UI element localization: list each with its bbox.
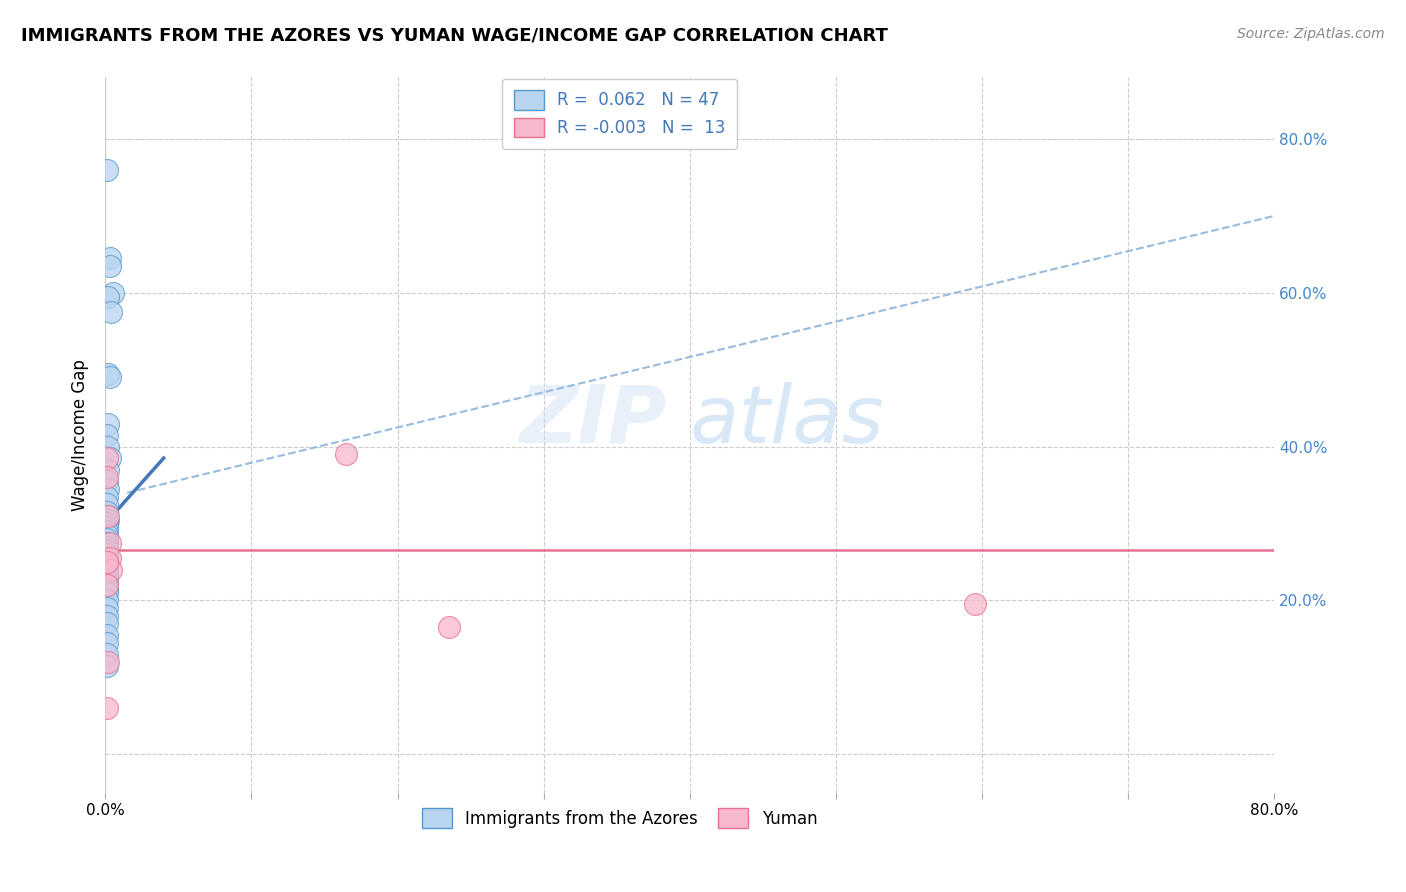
Point <box>96 547 118 561</box>
Point <box>96 524 118 538</box>
Point <box>98 535 121 549</box>
Point <box>96 636 118 650</box>
Point <box>97 463 120 477</box>
Point <box>96 555 118 569</box>
Point <box>96 701 118 715</box>
Point <box>97 417 120 431</box>
Point <box>96 601 118 615</box>
Point <box>98 551 121 566</box>
Point <box>96 647 118 661</box>
Point <box>97 367 120 381</box>
Point <box>96 516 118 531</box>
Point <box>98 259 121 273</box>
Point <box>96 658 118 673</box>
Point <box>96 608 118 623</box>
Point <box>96 555 118 569</box>
Point <box>96 543 118 558</box>
Point <box>96 566 118 581</box>
Text: ZIP: ZIP <box>519 382 666 459</box>
Point <box>98 451 121 466</box>
Point <box>96 628 118 642</box>
Point <box>98 251 121 265</box>
Point <box>96 570 118 584</box>
Text: IMMIGRANTS FROM THE AZORES VS YUMAN WAGE/INCOME GAP CORRELATION CHART: IMMIGRANTS FROM THE AZORES VS YUMAN WAGE… <box>21 27 889 45</box>
Point <box>97 290 120 304</box>
Point <box>96 582 118 596</box>
Point <box>98 370 121 384</box>
Point <box>96 490 118 504</box>
Point <box>96 497 118 511</box>
Point <box>96 474 118 488</box>
Point <box>97 655 120 669</box>
Point <box>335 447 357 461</box>
Point <box>97 440 120 454</box>
Point <box>96 428 118 442</box>
Point <box>96 528 118 542</box>
Point <box>96 574 118 589</box>
Point <box>96 508 118 523</box>
Point <box>96 558 118 573</box>
Point <box>96 540 118 554</box>
Point <box>96 563 118 577</box>
Point <box>100 305 122 319</box>
Point <box>437 620 460 634</box>
Text: Source: ZipAtlas.com: Source: ZipAtlas.com <box>1237 27 1385 41</box>
Point <box>96 520 118 534</box>
Legend: Immigrants from the Azores, Yuman: Immigrants from the Azores, Yuman <box>415 802 824 834</box>
Point <box>96 578 118 592</box>
Point <box>96 162 118 177</box>
Point <box>101 285 124 300</box>
Point <box>96 578 118 592</box>
Point <box>96 535 118 549</box>
Point <box>97 482 120 496</box>
Point <box>96 593 118 607</box>
Point <box>97 513 120 527</box>
Text: atlas: atlas <box>690 382 884 459</box>
Point <box>96 451 118 466</box>
Point <box>96 532 118 546</box>
Point <box>963 597 986 611</box>
Point <box>96 470 118 484</box>
Y-axis label: Wage/Income Gap: Wage/Income Gap <box>72 359 89 511</box>
Point <box>100 563 122 577</box>
Point <box>96 551 118 566</box>
Point <box>96 585 118 599</box>
Point <box>96 616 118 631</box>
Point <box>96 505 118 519</box>
Point <box>97 508 120 523</box>
